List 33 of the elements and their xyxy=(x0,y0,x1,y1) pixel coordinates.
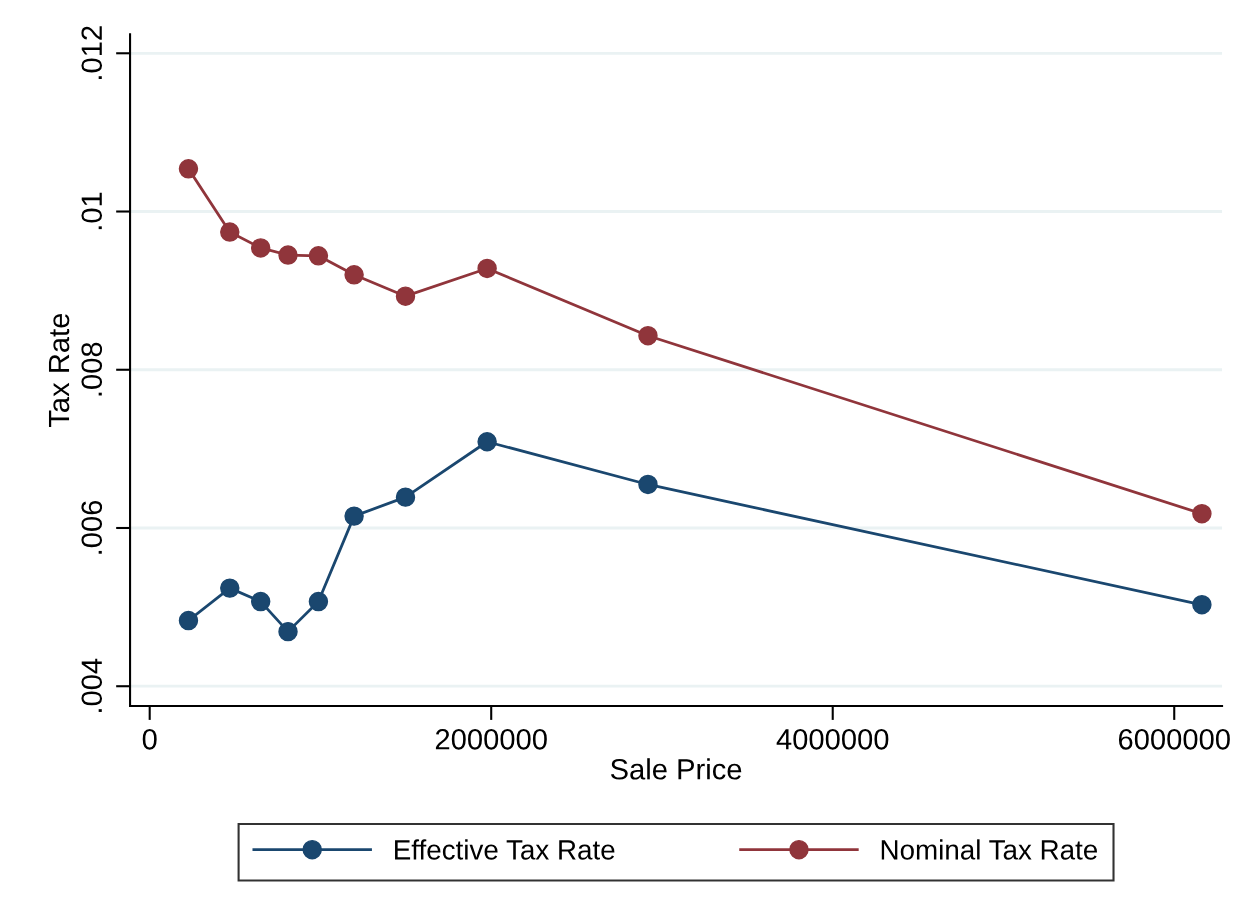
legend-label: Nominal Tax Rate xyxy=(881,839,1098,860)
x-tick-label: 6000000 xyxy=(1118,729,1230,750)
point xyxy=(220,578,240,598)
x-tick-label: 4000000 xyxy=(776,729,889,750)
point xyxy=(344,265,364,285)
point xyxy=(250,591,271,612)
point xyxy=(308,246,329,266)
x-axis-title: Sale Price xyxy=(610,758,742,780)
y-tick-label: .01 xyxy=(81,192,103,230)
point xyxy=(344,506,364,526)
point xyxy=(220,222,240,242)
x-tick-label: 2000000 xyxy=(435,729,547,750)
y-tick-label: .008 xyxy=(81,342,103,396)
x-tick-label: 0 xyxy=(142,729,157,750)
point xyxy=(308,591,329,612)
y-tick-label: .012 xyxy=(81,26,103,79)
point xyxy=(395,286,416,306)
point xyxy=(1192,504,1212,524)
legend-label: Effective Tax Rate xyxy=(395,839,615,860)
point xyxy=(1192,595,1212,615)
point xyxy=(395,487,416,507)
point xyxy=(278,621,298,642)
y-axis-title: Tax Rate xyxy=(48,313,70,428)
point xyxy=(178,159,199,179)
point xyxy=(638,326,658,346)
y-tick-label: .004 xyxy=(81,658,103,712)
y-tick-label: .006 xyxy=(81,500,103,554)
point xyxy=(250,238,271,258)
point xyxy=(638,474,658,495)
point xyxy=(477,432,497,452)
point xyxy=(178,610,199,631)
point xyxy=(477,258,497,279)
point xyxy=(278,245,298,265)
